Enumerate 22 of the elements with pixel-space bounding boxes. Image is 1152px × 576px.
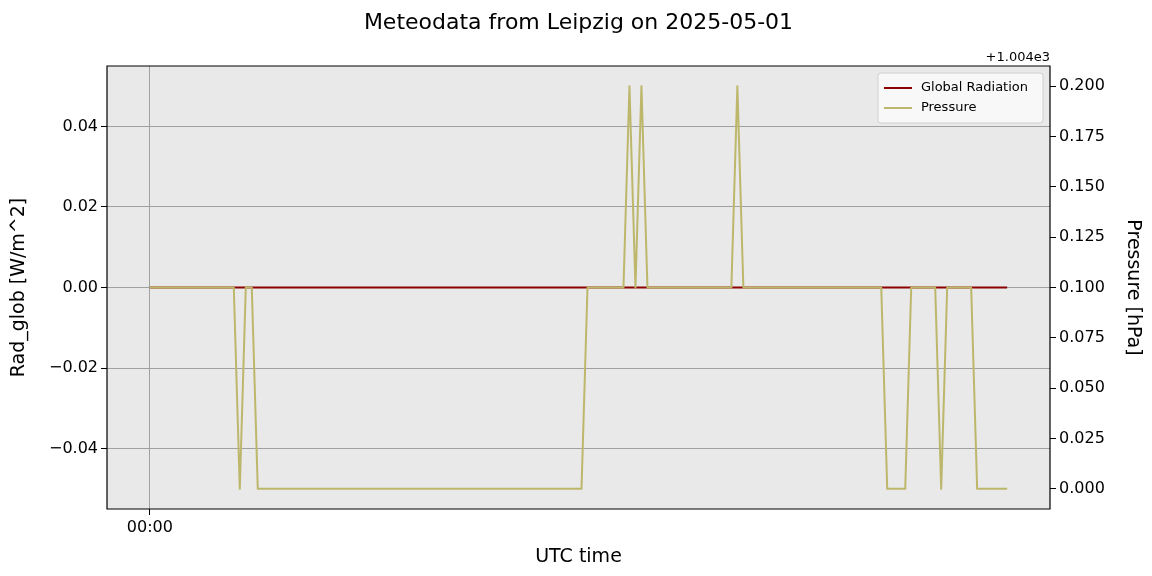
y2-tick-label: 0.200 [1059,75,1105,95]
y-tick-label: 0.02 [62,196,98,216]
x-tick-label: 00:00 [126,516,173,536]
y2-tick-label: 0.075 [1059,327,1105,346]
text: +1.004e3 [985,48,1050,64]
legend-label: Pressure [920,99,977,115]
y2-axis-title: Pressure [hPa] [1123,219,1146,356]
y-tick-label: 0.04 [62,115,98,135]
y2-tick-label: 0.100 [1059,276,1105,296]
y-tick-label: −0.04 [48,437,98,457]
x-axis-title: UTC time [535,543,622,566]
chart-title: Meteodata from Leipzig on 2025-05-01 [363,8,794,34]
y2-tick-label: 0.025 [1059,427,1105,447]
legend-label: Global Radiation [920,79,1028,95]
y2-tick-label: 0.175 [1059,125,1105,145]
y2-tick-label: 0.000 [1059,478,1105,498]
y2-tick-label: 0.125 [1059,226,1105,246]
y2-tick-label: 0.150 [1059,175,1105,195]
y2-tick-label: 0.050 [1059,377,1105,397]
y-tick-label: 0.00 [62,276,98,296]
y-axis-title: Rad_glob [W/m^2] [6,197,30,378]
y-tick-label: −0.02 [48,357,98,377]
